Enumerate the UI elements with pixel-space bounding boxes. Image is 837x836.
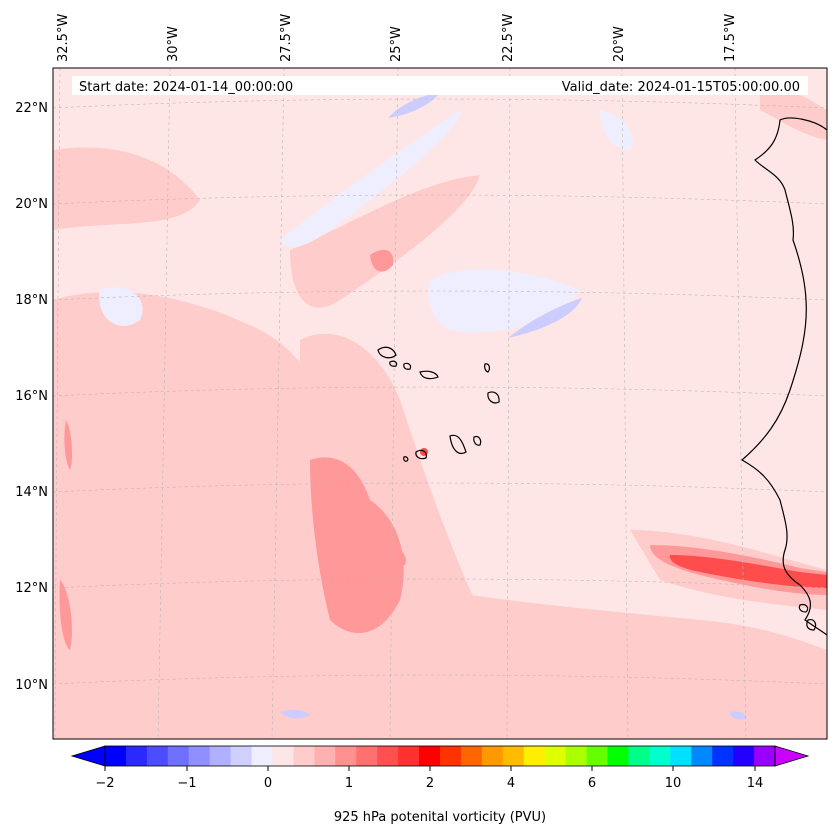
colorbar-cell	[565, 746, 588, 766]
lat-label: 12°N	[15, 581, 48, 596]
lat-label: 10°N	[15, 678, 48, 693]
colorbar: −2 −1 0 1 2 4 6 10 14 925 hPa potenital …	[70, 745, 810, 825]
colorbar-cell	[754, 746, 776, 766]
colorbar-cell	[209, 746, 232, 766]
colorbar-cell	[230, 746, 253, 766]
colorbar-cell	[544, 746, 567, 766]
colorbar-cell	[293, 746, 315, 766]
header-band	[72, 76, 808, 95]
colorbar-cell	[105, 746, 127, 766]
start-date-label: Start date: 2024-01-14_00:00:00	[79, 80, 293, 95]
colorbar-tick-label: −2	[95, 776, 114, 791]
colorbar-border	[104, 745, 776, 767]
colorbar-tick-label: 14	[747, 776, 764, 791]
colorbar-tick-label: 1	[345, 776, 353, 791]
lat-label: 16°N	[15, 389, 48, 404]
colorbar-tick-label: −1	[177, 776, 196, 791]
colorbar-cell	[712, 746, 734, 766]
lon-label: 22.5°W	[501, 14, 516, 62]
colorbar-cell	[419, 746, 441, 766]
colorbar-cell	[691, 746, 713, 766]
colorbar-cell	[628, 746, 650, 766]
lat-label: 18°N	[15, 293, 48, 308]
colorbar-min-arrow	[70, 745, 106, 767]
colorbar-cell	[481, 746, 504, 766]
colorbar-cell	[188, 746, 211, 766]
lon-label: 32.5°W	[56, 14, 71, 62]
colorbar-tick-label: 2	[426, 776, 434, 791]
vorticity-field	[53, 68, 827, 739]
colorbar-cell	[607, 746, 629, 766]
colorbar-cell	[502, 746, 525, 766]
lon-label: 25°W	[389, 26, 404, 62]
colorbar-cell	[356, 746, 378, 766]
colorbar-cell	[670, 746, 692, 766]
lon-label: 17.5°W	[723, 14, 738, 62]
colorbar-cell	[377, 746, 399, 766]
colorbar-cell	[460, 746, 483, 766]
colorbar-cell	[167, 746, 190, 766]
colorbar-cell	[733, 746, 755, 766]
colorbar-cell	[649, 746, 671, 766]
colorbar-tick-label: 4	[507, 776, 515, 791]
colorbar-tick-label: 6	[588, 776, 596, 791]
colorbar-ticks	[104, 766, 756, 771]
colorbar-title: 925 hPa potenital vorticity (PVU)	[334, 810, 546, 825]
colorbar-cell	[398, 746, 420, 766]
colorbar-cell	[335, 746, 357, 766]
colorbar-cell	[272, 746, 294, 766]
colorbar-tick-label: 10	[665, 776, 682, 791]
coastline	[377, 117, 827, 636]
lon-label: 27.5°W	[279, 14, 294, 62]
graticule	[53, 68, 827, 739]
lon-label: 20°W	[612, 26, 627, 62]
latitude-labels: 22°N 20°N 18°N 16°N 14°N 12°N 10°N	[15, 101, 48, 693]
longitude-labels: 32.5°W 30°W 27.5°W 25°W 22.5°W 20°W 17.5…	[56, 14, 738, 62]
colorbar-cell	[146, 746, 169, 766]
colorbar-cell	[586, 746, 608, 766]
colorbar-cell	[251, 746, 273, 766]
colorbar-max-arrow	[774, 745, 810, 767]
colorbar-cell	[314, 746, 336, 766]
colorbar-cell	[125, 746, 148, 766]
valid-date-label: Valid_date: 2024-01-15T05:00:00.00	[562, 80, 800, 95]
colorbar-tick-label: 0	[264, 776, 272, 791]
colorbar-cell	[523, 746, 546, 766]
lat-label: 20°N	[15, 197, 48, 212]
lon-label: 30°W	[166, 26, 181, 62]
colorbar-cells	[105, 746, 776, 766]
map-border	[52, 67, 828, 740]
lat-label: 22°N	[15, 101, 48, 116]
lat-label: 14°N	[15, 485, 48, 500]
colorbar-cell	[440, 746, 462, 766]
